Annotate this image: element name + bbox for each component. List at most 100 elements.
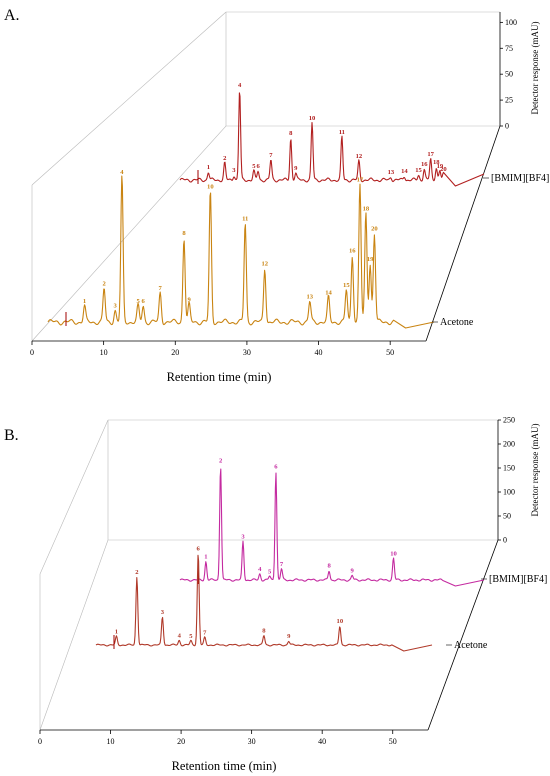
peak-label: 8 — [289, 130, 293, 137]
x-tick-label: 10 — [100, 348, 108, 357]
peak-label: 11 — [242, 215, 248, 222]
peak-label: 18 — [433, 159, 440, 166]
peak-label: 11 — [339, 129, 345, 136]
peak-label: 1 — [83, 298, 86, 305]
x-tick-label: 0 — [38, 737, 42, 746]
x-tick-label: 30 — [248, 737, 256, 746]
y-axis-title: Detector response (mAU) — [530, 22, 540, 115]
y-tick-label: 150 — [503, 464, 515, 473]
x-tick-label: 0 — [30, 348, 34, 357]
x-axis-title: Retention time (min) — [167, 370, 272, 384]
y-tick-label: 0 — [503, 536, 507, 545]
y-tick-label: 0 — [505, 122, 509, 131]
peak-label: 9 — [187, 297, 191, 304]
peak-label: 6 — [274, 464, 278, 471]
peak-label: 9 — [287, 633, 291, 640]
peak-label: 10 — [337, 618, 344, 625]
x-tick-label: 20 — [171, 348, 179, 357]
peak-label: 5 — [136, 298, 140, 305]
x-tick-label: 20 — [177, 737, 185, 746]
x-tick-label: 50 — [389, 737, 397, 746]
panel-label: A. — [4, 7, 20, 24]
y-tick-label: 25 — [505, 96, 513, 105]
trace-line — [179, 468, 485, 587]
peak-label: 3 — [232, 167, 236, 174]
depth-guide-left — [31, 125, 227, 342]
depth-guide-left — [39, 539, 109, 731]
x-tick-label: 50 — [386, 348, 394, 357]
peak-label: 9 — [351, 568, 355, 575]
trace-line — [179, 92, 485, 187]
peak-label: 9 — [294, 165, 298, 172]
peak-label: 1 — [207, 164, 210, 171]
y-tick-label: 250 — [503, 416, 515, 425]
panel-label: B. — [4, 427, 19, 444]
peak-label: 10 — [309, 115, 316, 122]
peak-label: 12 — [356, 153, 363, 160]
peak-label: 8 — [327, 563, 331, 570]
y-tick-label: 200 — [503, 440, 515, 449]
x-tick-label: 40 — [315, 348, 323, 357]
peak-label: 6 — [142, 298, 146, 305]
peak-label: 19 — [367, 256, 374, 263]
peak-label: 3 — [161, 609, 165, 616]
peak-label: 7 — [269, 152, 273, 159]
peak-label: 4 — [238, 82, 242, 89]
trace-line — [47, 175, 435, 329]
trace-bmim-bf4: 1 2 3 4 5 6 7 8 9 10 [BMIM][BF4] — [179, 457, 547, 587]
peak-label: 2 — [102, 281, 106, 288]
peak-label: 1 — [204, 553, 207, 560]
peak-label: 13 — [388, 169, 395, 176]
trace-name-label: [BMIM][BF4] — [491, 173, 549, 184]
x-axis-title: Retention time (min) — [172, 759, 277, 773]
peak-label: 12 — [261, 260, 268, 267]
peak-label: 17 — [427, 151, 434, 158]
y-tick-label: 50 — [505, 70, 513, 79]
peak-label: 2 — [135, 569, 139, 576]
top-guide-diagonal — [31, 11, 227, 186]
peak-label: 20 — [440, 166, 447, 173]
peak-label: 2 — [223, 155, 227, 162]
peak-label: 18 — [363, 205, 370, 212]
peak-label: 5 — [268, 568, 272, 575]
y-tick-label: 100 — [503, 488, 515, 497]
x-tick-label: 10 — [107, 737, 115, 746]
x-tick-label: 40 — [318, 737, 326, 746]
peak-label: 15 — [343, 282, 350, 289]
peak-label: 4 — [120, 169, 124, 176]
peak-label: 6 — [256, 163, 260, 170]
y-tick-label: 75 — [505, 44, 513, 53]
peak-label: 15 — [415, 167, 422, 174]
peak-label: 1 — [115, 629, 118, 636]
x-tick-label: 30 — [243, 348, 251, 357]
peak-label: 4 — [178, 632, 182, 639]
y-tick-label: 100 — [505, 18, 517, 27]
peak-label: 3 — [241, 534, 245, 541]
peak-label: 13 — [307, 294, 314, 301]
peak-label: 20 — [371, 226, 378, 233]
y-tick-label: 50 — [503, 512, 511, 521]
depth-axis-line — [427, 539, 499, 731]
peak-label: 7 — [159, 285, 163, 292]
y-axis-title: Detector response (mAU) — [530, 424, 540, 517]
peak-label: 10 — [207, 184, 214, 191]
panel-b: B. 0 10 20 30 40 50 Retention time (min) 0 50 100 1… — [4, 416, 547, 774]
peak-label: 4 — [258, 566, 262, 573]
trace-line — [95, 554, 433, 652]
peak-label: 17 — [357, 176, 364, 183]
depth-axis-line — [425, 125, 501, 342]
peak-label: 2 — [219, 457, 223, 464]
peak-label: 19 — [437, 163, 444, 170]
peak-label: 16 — [421, 161, 428, 168]
peak-label: 6 — [197, 545, 201, 552]
peak-label: 10 — [390, 550, 397, 557]
peak-label: 3 — [114, 302, 118, 309]
peak-label: 16 — [349, 247, 356, 254]
peak-label: 5 — [189, 633, 193, 640]
peak-label: 5 — [252, 163, 256, 170]
